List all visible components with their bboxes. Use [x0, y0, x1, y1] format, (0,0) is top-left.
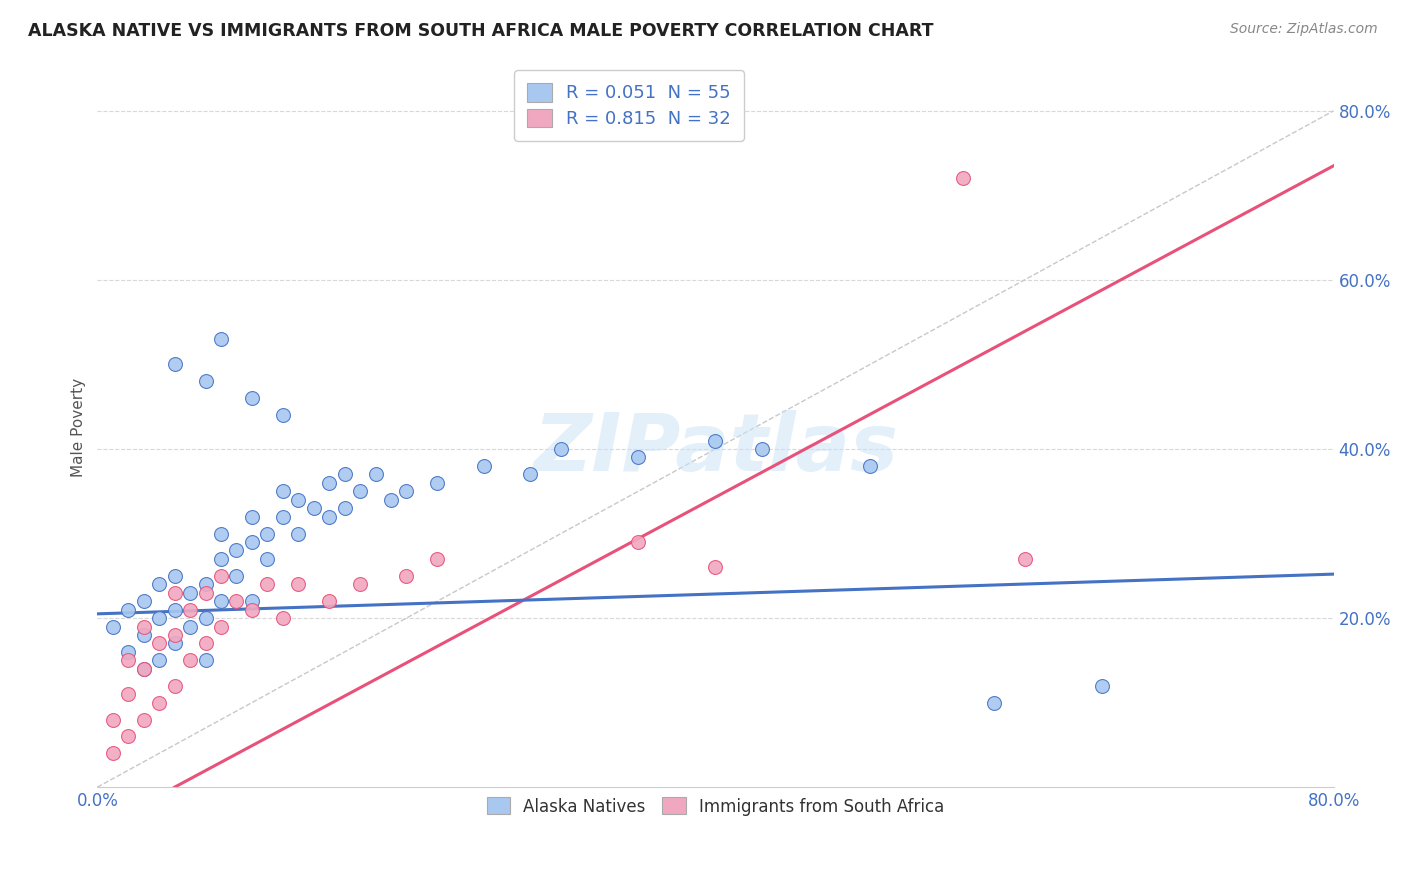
Text: ALASKA NATIVE VS IMMIGRANTS FROM SOUTH AFRICA MALE POVERTY CORRELATION CHART: ALASKA NATIVE VS IMMIGRANTS FROM SOUTH A…: [28, 22, 934, 40]
Point: [132, 662, 155, 676]
Point: [163, 358, 186, 372]
Point: [179, 619, 201, 633]
Point: [117, 602, 139, 616]
Point: [256, 552, 278, 566]
Point: [163, 585, 186, 599]
Point: [148, 696, 170, 710]
Point: [318, 475, 340, 490]
Point: [132, 594, 155, 608]
Point: [380, 492, 402, 507]
Point: [194, 585, 217, 599]
Point: [952, 171, 974, 186]
Point: [209, 619, 232, 633]
Point: [1091, 679, 1114, 693]
Point: [117, 645, 139, 659]
Point: [163, 569, 186, 583]
Point: [194, 375, 217, 389]
Point: [349, 484, 371, 499]
Point: [163, 602, 186, 616]
Point: [132, 619, 155, 633]
Point: [256, 577, 278, 591]
Point: [148, 577, 170, 591]
Point: [395, 569, 418, 583]
Point: [117, 687, 139, 701]
Point: [519, 467, 541, 482]
Point: [101, 747, 124, 761]
Point: [751, 442, 773, 456]
Point: [163, 628, 186, 642]
Point: [209, 569, 232, 583]
Point: [364, 467, 387, 482]
Point: [209, 526, 232, 541]
Point: [163, 636, 186, 650]
Point: [101, 713, 124, 727]
Point: [256, 526, 278, 541]
Point: [287, 526, 309, 541]
Point: [550, 442, 572, 456]
Point: [318, 594, 340, 608]
Point: [240, 509, 263, 524]
Point: [179, 653, 201, 667]
Point: [194, 611, 217, 625]
Point: [148, 611, 170, 625]
Point: [302, 501, 325, 516]
Point: [209, 594, 232, 608]
Point: [627, 450, 650, 465]
Point: [983, 696, 1005, 710]
Point: [271, 408, 294, 422]
Point: [132, 713, 155, 727]
Point: [194, 653, 217, 667]
Point: [194, 636, 217, 650]
Point: [704, 434, 727, 448]
Point: [287, 577, 309, 591]
Point: [349, 577, 371, 591]
Point: [132, 628, 155, 642]
Text: ZIPatlas: ZIPatlas: [533, 410, 898, 489]
Point: [240, 602, 263, 616]
Point: [240, 391, 263, 405]
Point: [179, 602, 201, 616]
Point: [209, 552, 232, 566]
Point: [271, 611, 294, 625]
Point: [395, 484, 418, 499]
Point: [1014, 552, 1036, 566]
Point: [426, 475, 449, 490]
Point: [132, 662, 155, 676]
Point: [148, 636, 170, 650]
Point: [225, 543, 247, 558]
Point: [271, 484, 294, 499]
Point: [333, 467, 356, 482]
Point: [271, 509, 294, 524]
Point: [117, 653, 139, 667]
Point: [426, 552, 449, 566]
Point: [704, 560, 727, 574]
Point: [472, 458, 495, 473]
Point: [101, 619, 124, 633]
Point: [179, 585, 201, 599]
Point: [240, 594, 263, 608]
Point: [859, 458, 882, 473]
Y-axis label: Male Poverty: Male Poverty: [72, 378, 86, 477]
Point: [148, 653, 170, 667]
Point: [209, 332, 232, 346]
Point: [240, 535, 263, 549]
Point: [194, 577, 217, 591]
Point: [163, 679, 186, 693]
Point: [318, 509, 340, 524]
Point: [333, 501, 356, 516]
Point: [287, 492, 309, 507]
Point: [225, 569, 247, 583]
Legend: Alaska Natives, Immigrants from South Africa: Alaska Natives, Immigrants from South Af…: [477, 788, 955, 826]
Text: Source: ZipAtlas.com: Source: ZipAtlas.com: [1230, 22, 1378, 37]
Point: [225, 594, 247, 608]
Point: [627, 535, 650, 549]
Point: [117, 730, 139, 744]
